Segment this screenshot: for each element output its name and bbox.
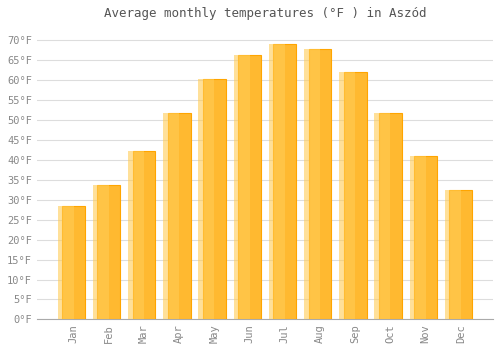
- Bar: [269, 44, 285, 320]
- Bar: [414, 156, 437, 320]
- Bar: [308, 49, 332, 320]
- Bar: [445, 190, 461, 320]
- Bar: [98, 184, 120, 320]
- Bar: [93, 184, 109, 320]
- Bar: [274, 44, 296, 320]
- Bar: [234, 55, 250, 320]
- Bar: [344, 71, 366, 320]
- Title: Average monthly temperatures (°F ) in Aszód: Average monthly temperatures (°F ) in As…: [104, 7, 426, 20]
- Bar: [379, 113, 402, 320]
- Bar: [58, 206, 74, 320]
- Bar: [304, 49, 320, 320]
- Bar: [450, 190, 472, 320]
- Bar: [132, 152, 156, 320]
- Bar: [374, 113, 390, 320]
- Bar: [238, 55, 261, 320]
- Bar: [62, 206, 85, 320]
- Bar: [168, 113, 190, 320]
- Bar: [198, 79, 214, 320]
- Bar: [163, 113, 179, 320]
- Bar: [410, 156, 426, 320]
- Bar: [339, 71, 355, 320]
- Bar: [203, 79, 226, 320]
- Bar: [128, 152, 144, 320]
